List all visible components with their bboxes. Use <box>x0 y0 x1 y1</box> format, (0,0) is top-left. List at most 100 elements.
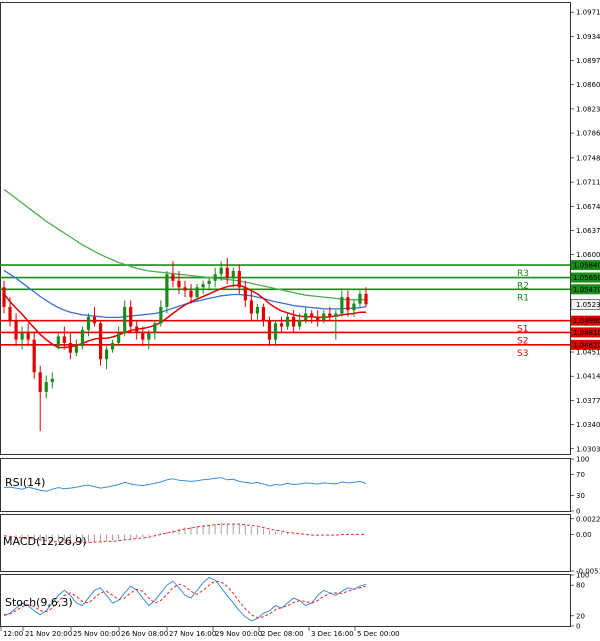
candle-body <box>171 274 175 281</box>
candle-body <box>98 323 103 360</box>
candle-body <box>243 287 247 301</box>
stoch-tick-label: 100 <box>576 572 589 580</box>
candle-body <box>358 293 362 304</box>
time-tick-label: 29 Nov 00:00 <box>215 630 262 638</box>
candle-body <box>86 316 91 330</box>
candle-body <box>153 323 157 334</box>
level-price-box <box>571 339 600 350</box>
price-panel-frame <box>0 2 571 455</box>
stoch-signal-line <box>3 580 367 619</box>
time-tick-label: 25 Nov 00:00 <box>73 630 120 638</box>
candle-body <box>20 333 24 340</box>
candle-body <box>292 316 296 327</box>
candle-body <box>56 336 60 347</box>
level-price-label: 1.05470 <box>573 286 600 294</box>
candle-body <box>177 280 181 288</box>
candle-body <box>285 316 290 327</box>
candle-body <box>279 323 284 327</box>
price-tick-label: 1.04510 <box>576 349 600 357</box>
stoch-tick-label: 0 <box>576 623 580 631</box>
candle-body <box>267 320 272 340</box>
stoch-panel-frame <box>0 574 571 627</box>
candle-body <box>8 306 12 321</box>
candle-body <box>352 303 356 311</box>
candle-body <box>316 316 320 321</box>
candle-body <box>249 300 253 314</box>
candle-body <box>231 270 235 278</box>
time-tick-label: 21 Nov 20:00 <box>25 630 72 638</box>
time-tick-label: 26 Nov 08:00 <box>121 630 168 638</box>
macd-title: MACD(12,26,9) <box>3 535 87 548</box>
price-tick-label: 1.07860 <box>576 130 600 138</box>
candle-body <box>80 329 85 347</box>
price-tick-label: 1.06740 <box>576 203 600 211</box>
candle-body <box>225 267 229 278</box>
level-price-box <box>571 260 600 271</box>
price-tick-label: 1.09340 <box>576 33 600 41</box>
candle-body <box>310 313 314 317</box>
current-price-box <box>570 299 600 310</box>
candle-body <box>159 306 163 324</box>
candle-body <box>117 333 121 343</box>
rsi-tick-label: 70 <box>576 471 585 479</box>
level-price-box <box>571 272 600 283</box>
candle-body <box>104 349 109 360</box>
stoch-tick-label: 20 <box>576 612 585 620</box>
time-tick-label: 12:00 <box>3 630 23 638</box>
price-tick-label: 1.03400 <box>576 421 600 429</box>
stoch-title: Stoch(9,6,3) <box>5 596 73 609</box>
candle-body <box>129 306 133 327</box>
level-price-label: 1.05840 <box>573 262 600 270</box>
macd-tick-label: 0.002283 <box>576 515 600 523</box>
time-tick-label: 2 Dec 08:00 <box>261 630 304 638</box>
candle-body <box>346 297 350 311</box>
candle-body <box>334 313 338 317</box>
candle-body <box>364 293 368 305</box>
level-price-label: 1.04810 <box>573 329 600 337</box>
macd-tick-label: 0.00 <box>576 531 592 539</box>
rsi-line <box>3 477 367 492</box>
level-name-s3: S3 <box>517 349 528 359</box>
price-tick-label: 1.08230 <box>576 105 600 113</box>
level-price-label: 1.04620 <box>573 341 600 349</box>
candle-body <box>135 326 139 334</box>
stoch-main-line <box>3 576 367 622</box>
level-name-r2: R2 <box>517 282 529 292</box>
price-tick-label: 1.04140 <box>576 373 600 381</box>
rsi-panel: 100 70 30 0 <box>3 456 589 516</box>
candle-body <box>219 267 223 275</box>
level-price-box <box>571 284 600 295</box>
level-price-box <box>571 327 600 338</box>
price-panel: 1.09710 1.09340 1.08970 1.08600 1.08230 1.078… <box>0 9 600 453</box>
price-tick-label: 1.03770 <box>576 397 600 405</box>
candle-body <box>298 320 302 327</box>
candle-body <box>141 333 145 340</box>
time-tick-label: 27 Nov 16:00 <box>169 630 216 638</box>
candle-body <box>237 270 241 288</box>
price-tick-label: 1.06000 <box>576 251 600 259</box>
time-tick-label: 3 Dec 16:00 <box>311 630 354 638</box>
macd-panel-frame <box>0 514 571 572</box>
candle-body <box>165 274 169 307</box>
candle-body <box>68 342 72 353</box>
candle-body <box>147 333 151 340</box>
candle-body <box>328 313 332 317</box>
price-tick-label: 1.09710 <box>576 9 600 17</box>
candle-body <box>123 306 127 334</box>
candle-body <box>213 274 217 281</box>
candle-body <box>74 346 78 353</box>
candle-body <box>261 306 266 321</box>
candle-body <box>26 333 30 340</box>
rsi-tick-label: 0 <box>576 508 580 516</box>
candle-body <box>14 320 18 340</box>
macd-signal-line <box>3 523 366 544</box>
level-price-label: 1.04990 <box>573 317 600 325</box>
level-name-r1: R1 <box>517 293 529 303</box>
candle-body <box>38 372 42 392</box>
candle-body <box>195 287 199 298</box>
price-tick-label: 1.08970 <box>576 57 600 65</box>
price-tick-label: 1.07480 <box>576 154 600 162</box>
level-price-label: 1.05650 <box>573 274 600 282</box>
